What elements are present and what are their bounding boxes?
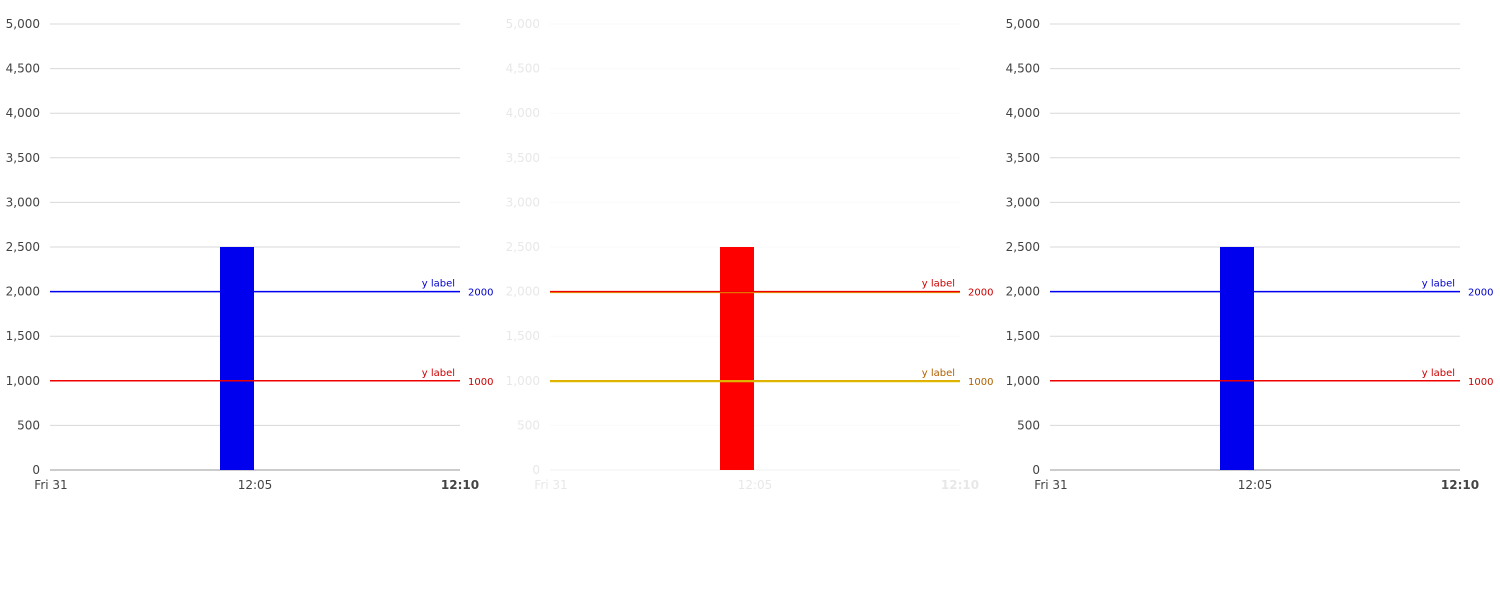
y-tick-label: 2,000 [506, 285, 540, 299]
reference-line-label: y label [1422, 279, 1455, 290]
x-tick-label: 12:05 [238, 478, 273, 492]
chart-svg: 0 500 1,000 1,500 2,000 2,500 3,000 3,500 4,000 4… [500, 0, 1000, 600]
y-tick-label: 3,500 [6, 151, 40, 165]
y-tick-label: 3,000 [1006, 195, 1040, 209]
reference-line-value: 1000 [468, 377, 493, 388]
y-tick-label: 2,500 [506, 240, 540, 254]
y-tick-label: 3,500 [506, 151, 540, 165]
y-tick-label: 4,500 [506, 62, 540, 76]
reference-line-value: 2000 [1468, 288, 1493, 299]
y-tick-label: 4,500 [1006, 62, 1040, 76]
chart-panel-1: 0 500 1,000 1,500 2,000 2,500 3,000 3,500 4,000 4… [0, 0, 500, 600]
reference-line-value: 1000 [968, 377, 993, 388]
reference-line-value: 2000 [468, 288, 493, 299]
y-tick-label: 1,500 [6, 329, 40, 343]
y-tick-label: 3,000 [506, 195, 540, 209]
y-tick-label: 4,000 [1006, 106, 1040, 120]
reference-line-label: y label [922, 368, 955, 379]
reference-line-label: y label [1422, 368, 1455, 379]
y-tick-label: 0 [1032, 463, 1040, 477]
y-tick-label: 1,500 [1006, 329, 1040, 343]
x-tick-label: Fri 31 [534, 478, 567, 492]
y-tick-label: 0 [532, 463, 540, 477]
x-tick-label: 12:10 [941, 478, 979, 492]
chart-svg: 0 500 1,000 1,500 2,000 2,500 3,000 3,500 4,000 4… [0, 0, 500, 600]
y-tick-label: 3,000 [6, 195, 40, 209]
x-tick-label: 12:10 [441, 478, 479, 492]
chart-panel-2: 0 500 1,000 1,500 2,000 2,500 3,000 3,500 4,000 4… [500, 0, 1000, 600]
y-tick-label: 5,000 [1006, 17, 1040, 31]
y-tick-label: 1,000 [1006, 374, 1040, 388]
bar [1220, 247, 1254, 470]
bar [720, 247, 754, 470]
reference-line-label: y label [422, 279, 455, 290]
y-tick-label: 500 [517, 418, 540, 432]
y-tick-label: 0 [32, 463, 40, 477]
reference-line-label: y label [422, 368, 455, 379]
x-tick-label: Fri 31 [1034, 478, 1067, 492]
y-tick-label: 2,000 [6, 285, 40, 299]
y-tick-label: 500 [1017, 418, 1040, 432]
reference-line-value: 2000 [968, 288, 993, 299]
y-tick-label: 5,000 [6, 17, 40, 31]
y-tick-label: 1,500 [506, 329, 540, 343]
reference-line-value: 1000 [1468, 377, 1493, 388]
x-tick-label: 12:05 [1238, 478, 1273, 492]
y-tick-label: 1,000 [6, 374, 40, 388]
chart-svg: 0 500 1,000 1,500 2,000 2,500 3,000 3,500 4,000 4… [1000, 0, 1500, 600]
bar [220, 247, 254, 470]
y-tick-label: 3,500 [1006, 151, 1040, 165]
y-tick-label: 2,500 [1006, 240, 1040, 254]
reference-line-label: y label [922, 279, 955, 290]
x-tick-label: 12:05 [738, 478, 773, 492]
y-tick-label: 4,000 [506, 106, 540, 120]
y-tick-label: 2,000 [1006, 285, 1040, 299]
y-tick-label: 500 [17, 418, 40, 432]
y-tick-label: 5,000 [506, 17, 540, 31]
chart-panel-3: 0 500 1,000 1,500 2,000 2,500 3,000 3,500 4,000 4… [1000, 0, 1500, 600]
y-tick-label: 2,500 [6, 240, 40, 254]
x-tick-label: 12:10 [1441, 478, 1479, 492]
x-tick-label: Fri 31 [34, 478, 67, 492]
y-tick-label: 4,500 [6, 62, 40, 76]
y-tick-label: 1,000 [506, 374, 540, 388]
y-tick-label: 4,000 [6, 106, 40, 120]
